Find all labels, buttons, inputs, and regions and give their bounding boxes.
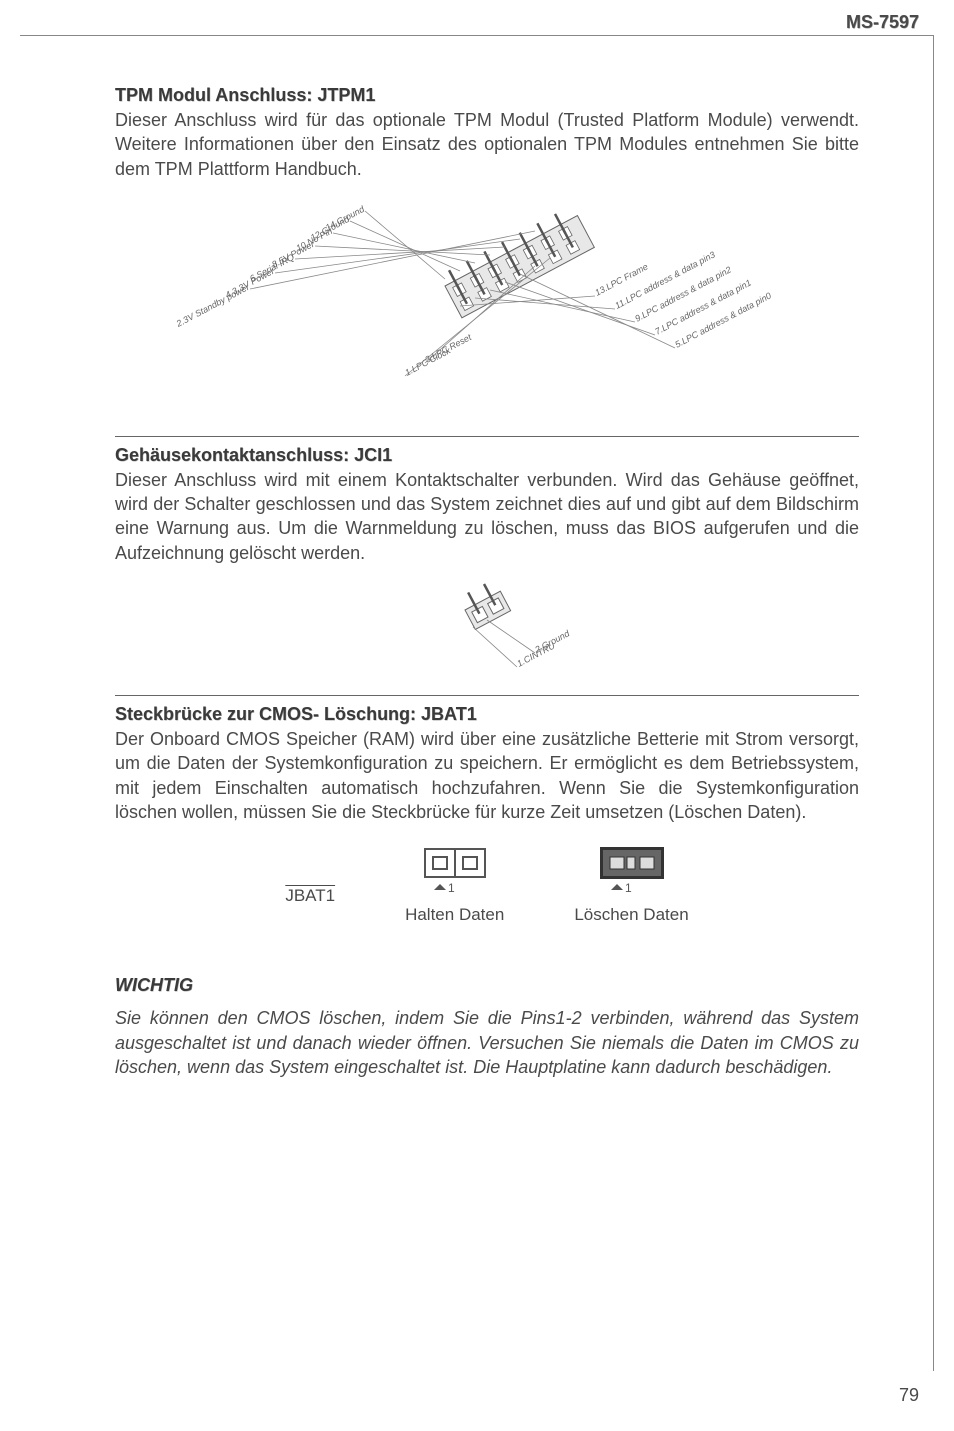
section3-heading: Steckbrücke zur CMOS- Löschung: JBAT1: [115, 704, 859, 725]
jumper-keep-label: Halten Daten: [405, 905, 504, 924]
important-heading: WICHTIG: [115, 975, 859, 996]
header-model-label: MS-7597: [846, 12, 919, 33]
jtpm1-diagram: 14.Ground 12.Ground 10.No Pin 8.5V Power…: [115, 191, 859, 421]
section1-heading: TPM Modul Anschluss: JTPM1: [115, 85, 859, 106]
jumper-keep: 1 Halten Daten: [405, 844, 504, 925]
pin1-marker-clear: 1: [625, 881, 632, 895]
jumper-label: JBAT1: [285, 844, 335, 906]
section1-body: Dieser Anschluss wird für das optionale …: [115, 108, 859, 181]
divider-1: [115, 436, 859, 437]
pin-right-6: 1.LPC Clock: [403, 345, 452, 378]
jci1-diagram: 2.Ground 1.CINTRU: [115, 575, 859, 685]
pin1-marker-keep: 1: [448, 881, 455, 895]
section2-body: Dieser Anschluss wird mit einem Kontakts…: [115, 468, 859, 565]
section2-heading: Gehäusekontaktanschluss: JCI1: [115, 445, 859, 466]
jumper-row: JBAT1 1 Halten Daten 1 Lö: [115, 844, 859, 925]
pin-left-6: 2.3V Standby power: [174, 281, 252, 329]
jbat1-label: JBAT1: [285, 884, 335, 906]
section3-body: Der Onboard CMOS Speicher (RAM) wird übe…: [115, 727, 859, 824]
jumper-clear-label: Löschen Daten: [574, 905, 688, 924]
important-body: Sie können den CMOS löschen, indem Sie d…: [115, 1006, 859, 1079]
page-number: 79: [899, 1385, 919, 1406]
divider-2: [115, 695, 859, 696]
jumper-clear: 1 Löschen Daten: [574, 844, 688, 925]
page-content: TPM Modul Anschluss: JTPM1 Dieser Anschl…: [115, 85, 859, 1079]
